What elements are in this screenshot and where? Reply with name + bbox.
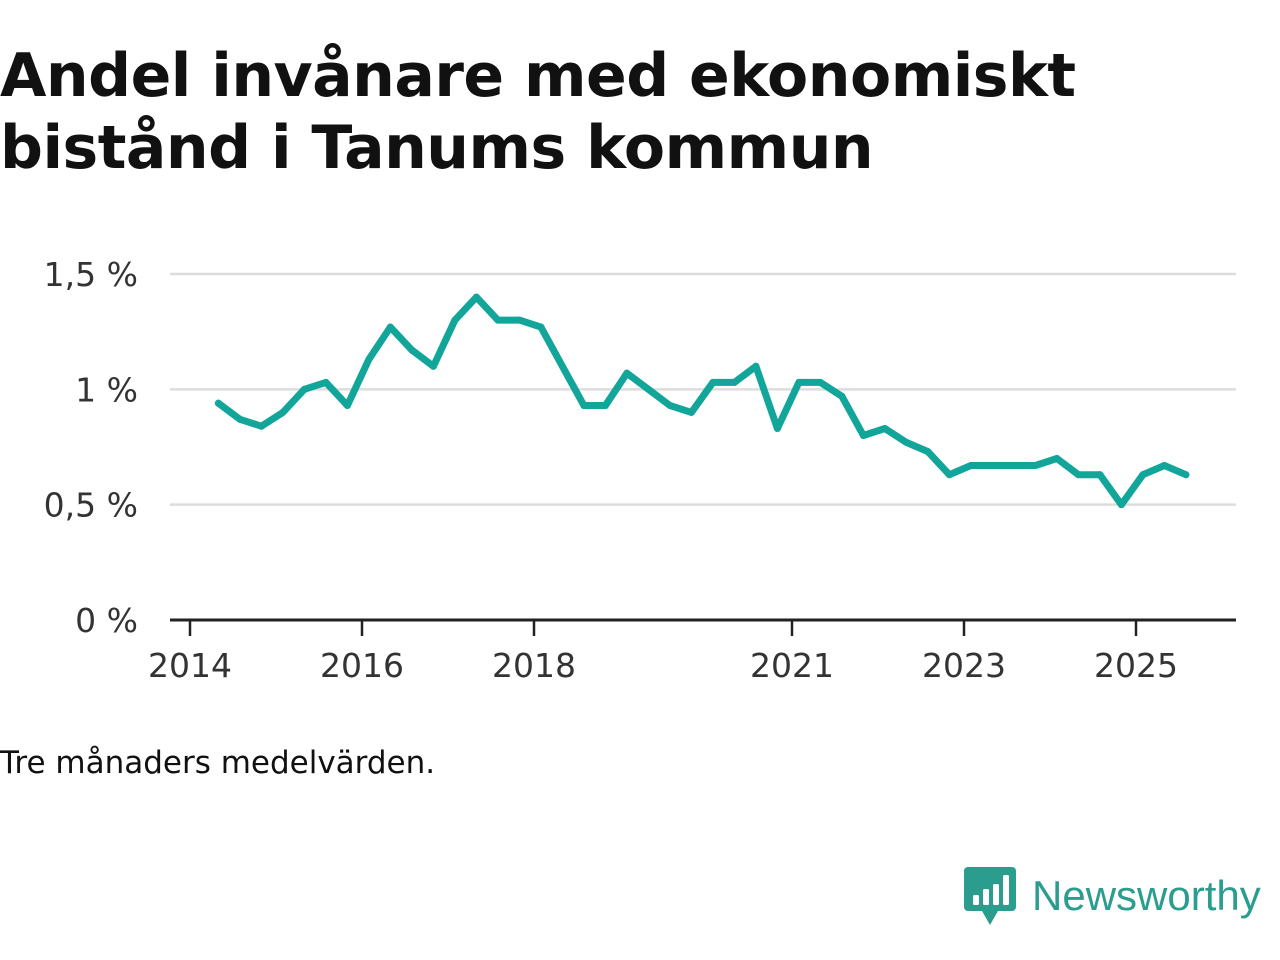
data-point [838, 392, 846, 400]
data-point [816, 378, 824, 386]
data-point [1074, 471, 1082, 479]
data-point [429, 362, 437, 370]
data-point [214, 399, 222, 407]
data-point [859, 431, 867, 439]
y-axis-labels: 0 % 0,5 % 1 % 1,5 % [44, 255, 138, 640]
series-line [214, 293, 1190, 509]
data-point [795, 378, 803, 386]
data-point [537, 323, 545, 331]
chart-note: Tre månaders medelvärden. [0, 745, 436, 781]
data-point [558, 362, 566, 370]
data-point [451, 316, 459, 324]
data-point [343, 401, 351, 409]
data-point [494, 316, 502, 324]
data-point [1010, 461, 1018, 469]
x-tick-label: 2018 [492, 646, 576, 685]
data-point [687, 408, 695, 416]
data-point [924, 448, 932, 456]
data-point [709, 378, 717, 386]
data-point [300, 385, 308, 393]
data-point [730, 378, 738, 386]
data-point [967, 461, 975, 469]
data-point [408, 346, 416, 354]
brand[interactable]: Newsworthy [964, 864, 1261, 928]
data-point [881, 425, 889, 433]
data-point [601, 401, 609, 409]
brand-name: Newsworthy [1032, 872, 1261, 919]
gridlines [170, 272, 1236, 506]
data-point [773, 425, 781, 433]
data-point [1182, 471, 1190, 479]
chart-title: Andel invånare med ekonomiskt bistånd i … [0, 41, 1076, 183]
x-tick-label: 2021 [750, 646, 834, 685]
series [214, 293, 1190, 509]
data-point [1096, 471, 1104, 479]
data-point [236, 415, 244, 423]
data-point [515, 316, 523, 324]
data-point [279, 408, 287, 416]
x-tick-label: 2014 [148, 646, 232, 685]
data-point [1053, 455, 1061, 463]
data-point [902, 438, 910, 446]
data-point [623, 369, 631, 377]
data-point [1117, 501, 1125, 509]
data-point [1031, 461, 1039, 469]
x-tick-label: 2023 [922, 646, 1006, 685]
y-tick-label: 0,5 % [44, 486, 138, 525]
data-point [322, 378, 330, 386]
y-tick-label: 0 % [75, 601, 138, 640]
data-point [386, 323, 394, 331]
newsworthy-logo-icon [964, 867, 1016, 925]
data-point [1160, 461, 1168, 469]
data-point [666, 401, 674, 409]
data-point [365, 355, 373, 363]
y-tick-label: 1,5 % [44, 255, 138, 294]
x-tick-label: 2016 [320, 646, 404, 685]
data-point [988, 461, 996, 469]
data-point [257, 422, 265, 430]
data-point [580, 401, 588, 409]
y-tick-label: 1 % [75, 370, 138, 409]
data-point [1139, 471, 1147, 479]
line-chart: 0 % 0,5 % 1 % 1,5 % 2014 2016 2018 2021 2023 202… [44, 255, 1236, 685]
x-tick-label: 2025 [1094, 646, 1178, 685]
data-point [644, 385, 652, 393]
data-point [945, 471, 953, 479]
x-axis-ticks: 2014 2016 2018 2021 2023 2025 [148, 620, 1178, 685]
data-point [472, 293, 480, 301]
data-point [752, 362, 760, 370]
